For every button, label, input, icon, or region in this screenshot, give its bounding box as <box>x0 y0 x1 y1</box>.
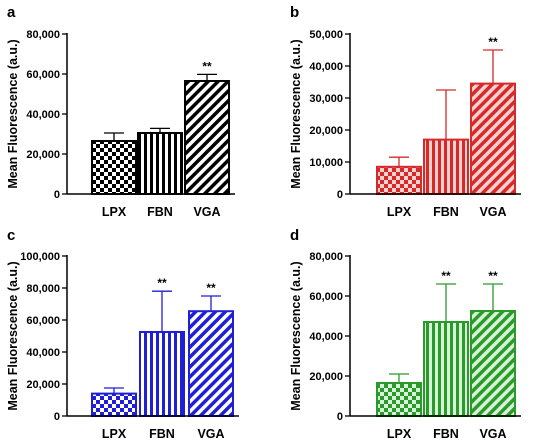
y-tick-label: 0 <box>54 411 60 423</box>
y-axis-label: Mean Fluorescence (a.u.) <box>289 261 303 410</box>
y-tick-label: 10,000 <box>309 157 343 169</box>
panel-a: a Mean Fluorescence (a.u.) 0 20,000 40,000 60… <box>6 4 235 219</box>
significance-label: ** <box>441 269 451 283</box>
bar-lpx <box>91 140 137 195</box>
bar-lpx <box>91 392 137 418</box>
y-tick-label: 100,000 <box>20 251 60 263</box>
y-axis-label: Mean Fluorescence (a.u.) <box>6 261 20 410</box>
y-tick-label: 40,000 <box>309 61 343 73</box>
y-tick-label: 0 <box>337 411 343 423</box>
y-axis-label: Mean Fluorescence (a.u.) <box>6 39 20 188</box>
y-tick-label: 0 <box>337 189 343 201</box>
panel-label: c <box>7 227 15 244</box>
y-tick-label: 30,000 <box>309 93 343 105</box>
y-tick-label: 40,000 <box>26 347 60 359</box>
y-tick-label: 20,000 <box>309 371 343 383</box>
bar-vga <box>470 82 516 195</box>
bar-fbn <box>137 132 183 195</box>
x-tick-label: LPX <box>387 427 412 441</box>
y-tick-label: 40,000 <box>309 331 343 343</box>
x-tick-label: VGA <box>193 205 220 219</box>
x-tick-label: LPX <box>102 427 127 441</box>
bar-lpx <box>376 165 422 196</box>
y-tick-label: 20,000 <box>309 125 343 137</box>
x-tick-label: VGA <box>479 427 506 441</box>
panel-c: c Mean Fluorescence (a.u.) 0 20,000 40,000 60… <box>6 227 239 441</box>
x-tick-label: LPX <box>387 205 412 219</box>
bar-vga <box>184 80 230 195</box>
panel-b: b Mean Fluorescence (a.u.) 0 10,000 20,000 30… <box>289 4 521 219</box>
panel-d: d Mean Fluorescence (a.u.) 0 20,000 40,000 60… <box>289 227 521 441</box>
y-tick-label: 20,000 <box>26 379 60 391</box>
x-tick-label: FBN <box>149 427 175 441</box>
bar-vga <box>470 310 516 417</box>
x-tick-label: FBN <box>433 427 459 441</box>
x-tick-label: LPX <box>102 205 127 219</box>
y-tick-label: 50,000 <box>309 29 343 41</box>
y-tick-label: 60,000 <box>26 69 60 81</box>
y-tick-label: 60,000 <box>309 291 343 303</box>
y-axis-label: Mean Fluorescence (a.u.) <box>289 39 303 188</box>
panel-label: d <box>290 227 299 244</box>
significance-label: ** <box>488 269 498 283</box>
panel-label: a <box>7 4 16 21</box>
x-tick-label: VGA <box>479 205 506 219</box>
x-tick-label: FBN <box>433 205 459 219</box>
bar-vga <box>188 310 234 418</box>
significance-label: ** <box>206 281 216 295</box>
y-tick-label: 80,000 <box>309 251 343 263</box>
y-tick-label: 80,000 <box>26 29 60 41</box>
y-tick-label: 20,000 <box>26 149 60 161</box>
panel-label: b <box>290 4 299 21</box>
significance-label: ** <box>202 59 212 73</box>
y-tick-label: 60,000 <box>26 315 60 327</box>
x-tick-label: VGA <box>197 427 224 441</box>
significance-label: ** <box>157 276 167 290</box>
y-tick-label: 0 <box>54 189 60 201</box>
bar-fbn <box>423 321 469 417</box>
significance-label: ** <box>488 35 498 49</box>
x-tick-label: FBN <box>147 205 173 219</box>
y-tick-label: 40,000 <box>26 109 60 121</box>
bar-lpx <box>376 382 422 417</box>
bar-fbn <box>139 331 185 417</box>
bar-fbn <box>423 138 469 196</box>
y-tick-label: 80,000 <box>26 283 60 295</box>
